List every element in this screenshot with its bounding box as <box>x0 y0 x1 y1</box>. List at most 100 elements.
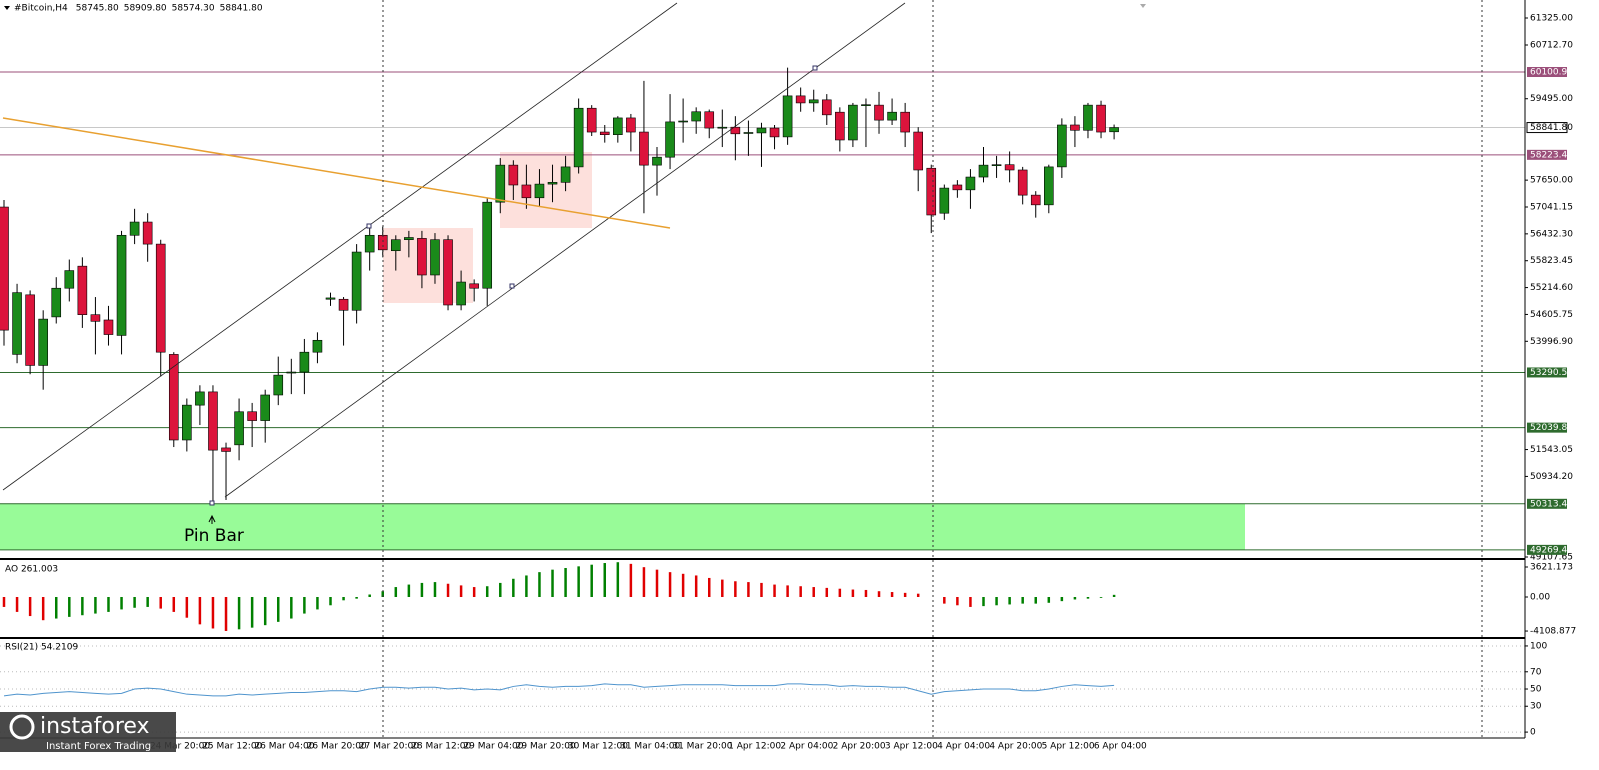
candle-body <box>25 294 35 366</box>
candle-body <box>560 166 571 183</box>
level-label: 49269.41 <box>1530 545 1573 555</box>
candle-body <box>103 319 114 335</box>
x-tick-label: 29 Mar 04:00 <box>463 742 523 752</box>
logo-tagline: Instant Forex Trading <box>46 741 151 752</box>
y-tick-label: 56432.30 <box>1530 229 1573 239</box>
level-label: 60100.93 <box>1530 68 1573 78</box>
anchor <box>812 65 818 71</box>
y-tick-label: 70 <box>1530 667 1542 677</box>
y-tick-label: 54605.75 <box>1530 310 1573 320</box>
candle-body <box>508 164 519 186</box>
y-tick-label: 59495.00 <box>1530 94 1573 104</box>
x-tick-label: 2 Apr 20:00 <box>833 742 886 752</box>
x-tick-label: 2 Apr 04:00 <box>780 742 833 752</box>
shift-marker <box>1140 4 1146 8</box>
y-tick-label: 60712.70 <box>1530 41 1573 51</box>
trend-line <box>2 117 671 229</box>
candle-body <box>599 131 610 135</box>
candle-body <box>364 234 375 253</box>
candle-body <box>1083 104 1093 131</box>
candle-body <box>469 283 479 289</box>
x-tick-label: 5 Apr 12:00 <box>1042 742 1095 752</box>
level-label: 58223.45 <box>1530 150 1573 160</box>
level-label-box <box>1527 149 1567 160</box>
candle-body <box>874 104 884 121</box>
x-tick-label: 4 Apr 20:00 <box>989 742 1042 752</box>
candle-body <box>1044 166 1054 206</box>
candle-body <box>299 351 310 373</box>
candle-body <box>808 99 819 104</box>
y-tick-label: 53996.90 <box>1530 337 1573 347</box>
level-label: 53290.50 <box>1530 368 1573 378</box>
ohlc-value: 58841.80 <box>220 4 263 14</box>
candle-body <box>273 374 284 396</box>
candle-body <box>247 411 257 421</box>
channel-line <box>224 2 906 498</box>
level-label-box <box>1527 544 1567 555</box>
candle-body <box>691 111 701 122</box>
indicator-title: AO 261.003 <box>5 565 58 575</box>
candle-body <box>795 95 806 104</box>
candle-body <box>547 182 558 185</box>
x-tick-label: 25 Mar 12:00 <box>202 742 262 752</box>
anchor <box>209 500 215 506</box>
candle-body <box>482 201 493 289</box>
channel-line <box>2 2 678 491</box>
candle-body <box>704 111 715 129</box>
candle-body <box>900 111 910 133</box>
candle-body <box>129 221 140 236</box>
rsi-line <box>3 683 1115 697</box>
candle-body <box>182 404 192 441</box>
level-label: 50313.49 <box>1530 499 1573 509</box>
candle-body <box>443 239 453 306</box>
candle-body <box>116 234 127 336</box>
candle-body <box>665 121 675 158</box>
candle-body <box>835 111 845 141</box>
arrow <box>208 514 216 524</box>
candle-body <box>90 314 101 322</box>
logo-name: instaforex <box>40 714 150 739</box>
y-tick-label: 0.00 <box>1530 592 1550 602</box>
candle-body <box>142 221 153 245</box>
candle-body <box>573 107 584 168</box>
candle-body <box>77 265 88 315</box>
x-tick-label: 31 Mar 04:00 <box>620 742 680 752</box>
candle-body <box>404 237 414 240</box>
candle-body <box>626 117 636 133</box>
x-tick-label: 27 Mar 20:00 <box>359 742 419 752</box>
y-tick-label: 0 <box>1530 728 1536 738</box>
x-tick-label: 1 Apr 12:00 <box>728 742 781 752</box>
candle-body <box>1070 124 1080 131</box>
y-tick-label: 57650.00 <box>1530 176 1573 186</box>
candle-body <box>417 238 427 276</box>
y-tick-label: 3621.173 <box>1530 562 1573 572</box>
trend-lines <box>0 0 1526 739</box>
candle-body <box>12 292 22 355</box>
y-tick-label: 49107.65 <box>1530 553 1573 563</box>
candle-body <box>208 391 218 451</box>
candle-body <box>717 126 728 129</box>
candle-body <box>390 239 401 252</box>
candle-body <box>1017 169 1028 196</box>
marks: 61325.00 60712.70 59495.00 57650.00 57041.15… <box>0 4 1576 752</box>
level-label-box <box>1527 498 1567 509</box>
x-tick-label: 28 Mar 12:00 <box>411 742 471 752</box>
y-tick-label: 55214.60 <box>1530 283 1573 293</box>
level-label-box <box>1527 67 1567 78</box>
logo-icon <box>9 714 35 740</box>
candle-body <box>913 131 924 171</box>
level-label-box <box>1527 367 1567 378</box>
candle-body <box>978 164 989 178</box>
candle-body <box>168 354 179 441</box>
candle-body <box>534 183 545 199</box>
candle-body <box>965 176 976 191</box>
candle-body <box>1109 127 1119 133</box>
candle-body <box>678 120 688 123</box>
candle-body <box>848 104 858 141</box>
y-tick-label: 50 <box>1530 685 1542 695</box>
candle-body <box>613 117 623 135</box>
x-tick-label: 29 Mar 20:00 <box>516 742 576 752</box>
x-tick-label: 3 Apr 12:00 <box>885 742 938 752</box>
candle-body <box>743 132 754 134</box>
